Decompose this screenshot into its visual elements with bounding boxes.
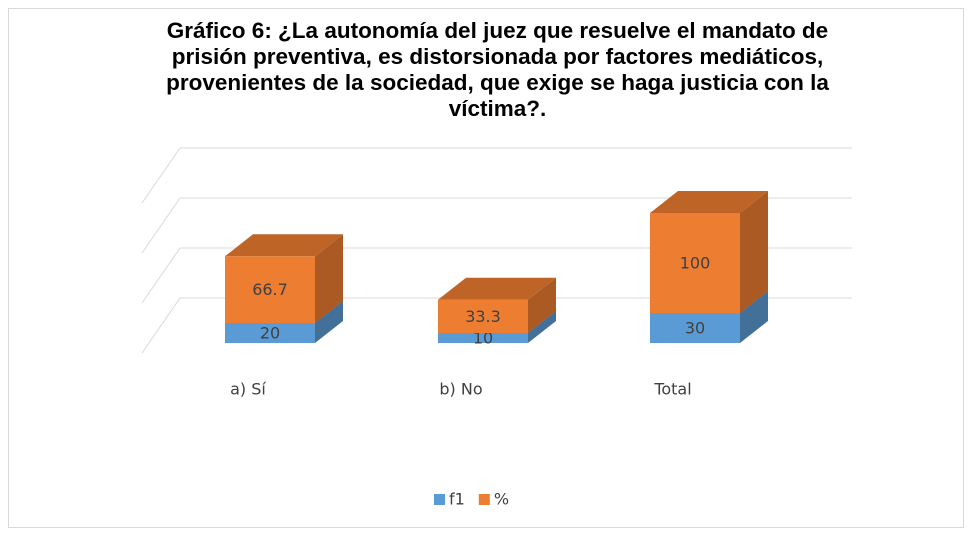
side-grid-line [141,147,181,204]
bar-side [528,277,556,333]
bar-side [528,311,556,343]
legend-swatch [478,494,490,505]
bar-front [650,213,740,313]
side-grid-line [141,197,181,254]
bar-front [650,313,740,343]
data-label: 20 [260,324,280,343]
legend-label: % [494,490,509,509]
bar-side [315,301,343,343]
data-label: 33.3 [465,307,501,326]
bar-side [740,291,768,343]
chart-title: Gráfico 6: ¿La autonomía del juez que re… [166,18,829,121]
bar-top [438,277,556,300]
bar-side [740,191,768,313]
bar-front [225,323,315,343]
bar-side [315,234,343,323]
bar-front [225,256,315,323]
chart-border [8,8,964,528]
x-tick-label: a) Sí [230,380,266,399]
bar-top [225,234,343,257]
legend-swatch [434,494,445,505]
bar-top [650,191,768,213]
bar-front [438,333,528,343]
side-grid-line [141,247,181,304]
x-tick-label: Total [653,380,691,399]
data-label: 100 [680,254,711,273]
legend-label: f1 [449,490,465,509]
data-label: 10 [473,329,493,348]
data-label: 66.7 [252,280,288,299]
x-tick-label: b) No [439,380,482,399]
side-grid-line [141,297,181,354]
data-label: 30 [685,319,705,338]
bar-front [438,299,528,333]
